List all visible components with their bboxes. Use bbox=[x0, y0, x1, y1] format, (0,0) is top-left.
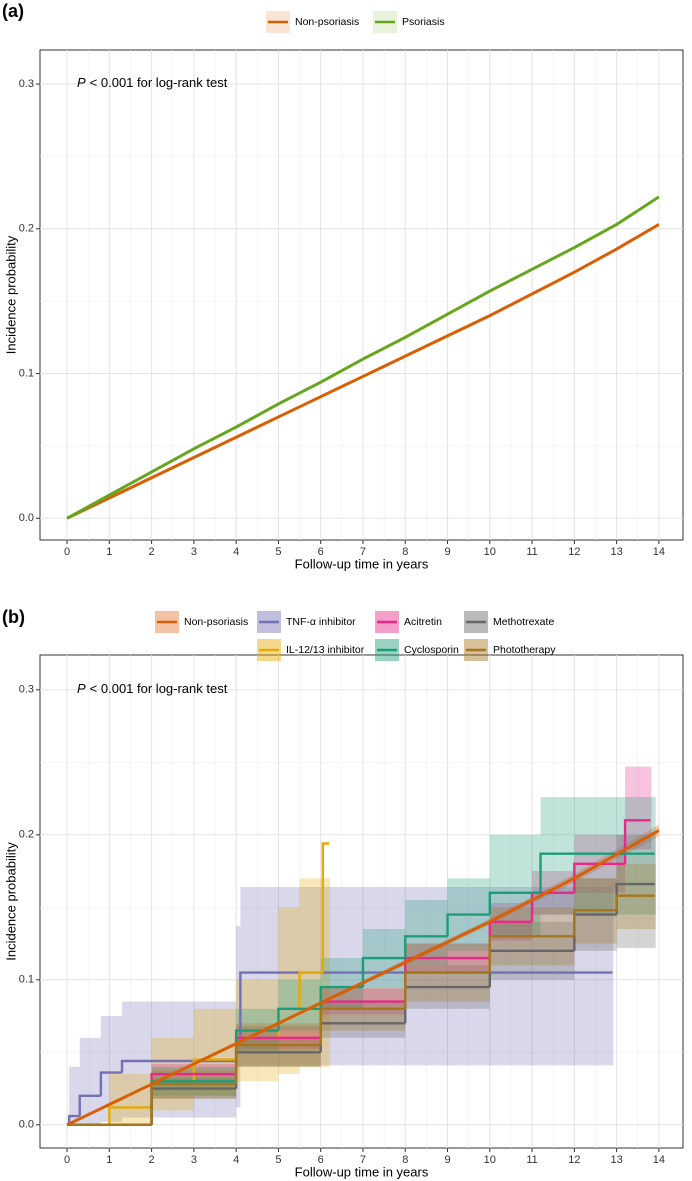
confidence-band bbox=[654, 863, 656, 930]
step-line bbox=[446, 913, 490, 937]
legend-label: Methotrexate bbox=[493, 616, 554, 628]
confidence-band bbox=[650, 766, 652, 850]
confidence-band bbox=[69, 1066, 80, 1125]
x-axis-title: Follow-up time in years bbox=[295, 556, 429, 571]
step-line bbox=[319, 1007, 406, 1046]
plot-area bbox=[39, 49, 684, 541]
annotation-italic: P bbox=[77, 681, 86, 696]
step-line bbox=[615, 894, 655, 911]
legend-label: Acitretin bbox=[404, 616, 442, 628]
confidence-band bbox=[236, 926, 241, 1108]
line bbox=[66, 195, 660, 520]
x-tick-label: 7 bbox=[360, 1154, 366, 1166]
x-tick-label: 14 bbox=[653, 1154, 665, 1166]
step-line bbox=[99, 1071, 123, 1096]
legend-label: Phototherapy bbox=[493, 644, 556, 656]
plot-area bbox=[39, 654, 684, 1149]
x-tick-label: 2 bbox=[149, 1154, 155, 1166]
panel: (a)0 1 2 3 4 5 6 7 8 9 10 11 12 13 140.00.10.20.3Follo… bbox=[2, 1, 684, 571]
legend-label: Psoriasis bbox=[402, 16, 445, 28]
x-tick-label: 13 bbox=[611, 546, 623, 558]
x-tick-label: 1 bbox=[106, 1154, 112, 1166]
step-line bbox=[108, 1106, 152, 1125]
x-tick-label: 10 bbox=[484, 1154, 496, 1166]
x-tick-label: 9 bbox=[444, 1154, 450, 1166]
panel: (b)0 1 2 3 4 5 6 7 8 9 10 11 12 13 140.00.10.20.3Follo… bbox=[2, 607, 684, 1179]
annotation-text: < 0.001 for log-rank test bbox=[90, 75, 228, 90]
x-tick-label: 13 bbox=[611, 1154, 623, 1166]
x-tick-label: 5 bbox=[275, 1154, 281, 1166]
x-tick-label: 3 bbox=[191, 546, 197, 558]
x-tick-label: 3 bbox=[191, 1154, 197, 1166]
x-tick-label: 10 bbox=[484, 546, 496, 558]
annotation: P < 0.001 for log-rank test bbox=[77, 681, 228, 696]
line bbox=[66, 829, 660, 1127]
legend-label: TNF-α inhibitor bbox=[286, 616, 356, 628]
annotation: P < 0.001 for log-rank test bbox=[77, 75, 228, 90]
line bbox=[66, 223, 660, 520]
y-axis-title: Incidence probability bbox=[3, 842, 18, 961]
legend-label: IL-12/13 inhibitor bbox=[286, 644, 365, 656]
step-line bbox=[298, 971, 323, 1009]
step-line bbox=[404, 971, 490, 1009]
y-tick-label: 0.0 bbox=[19, 1119, 34, 1131]
confidence-band bbox=[405, 900, 448, 966]
annotation-italic: P bbox=[77, 75, 86, 90]
confidence-band bbox=[100, 1016, 123, 1122]
step-line bbox=[321, 842, 330, 973]
annotation-text: < 0.001 for log-rank test bbox=[90, 681, 228, 696]
x-tick-label: 4 bbox=[233, 1154, 239, 1166]
step-line bbox=[404, 935, 448, 959]
x-tick-label: 14 bbox=[653, 546, 665, 558]
step-line bbox=[488, 935, 575, 973]
x-tick-label: 0 bbox=[64, 1154, 70, 1166]
confidence-band bbox=[278, 907, 300, 1075]
confidence-band bbox=[79, 1037, 101, 1125]
confidence-band bbox=[654, 797, 656, 915]
confidence-band bbox=[320, 1001, 406, 1038]
x-tick-label: 0 bbox=[64, 546, 70, 558]
legend-label: Non-psoriasis bbox=[295, 16, 359, 28]
y-tick-label: 0.3 bbox=[19, 78, 34, 90]
x-tick-label: 11 bbox=[526, 546, 537, 558]
x-tick-label: 7 bbox=[360, 546, 366, 558]
x-tick-label: 8 bbox=[402, 546, 408, 558]
y-tick-label: 0.0 bbox=[19, 512, 34, 524]
confidence-band bbox=[240, 887, 613, 1066]
panel-label: (a) bbox=[2, 1, 24, 21]
x-tick-label: 6 bbox=[318, 1154, 324, 1166]
x-tick-label: 8 bbox=[402, 1154, 408, 1166]
x-tick-label: 1 bbox=[106, 546, 112, 558]
x-tick-label: 9 bbox=[444, 546, 450, 558]
x-tick-label: 2 bbox=[149, 546, 155, 558]
confidence-band bbox=[109, 1074, 152, 1125]
step-line bbox=[361, 956, 406, 988]
step-line bbox=[573, 862, 626, 893]
confidence-band bbox=[654, 834, 656, 948]
x-axis-title: Follow-up time in years bbox=[295, 1164, 429, 1179]
step-line bbox=[67, 1114, 80, 1125]
panel-label: (b) bbox=[2, 607, 25, 627]
x-tick-label: 6 bbox=[318, 546, 324, 558]
x-tick-label: 12 bbox=[568, 546, 580, 558]
y-axis-title: Incidence probability bbox=[3, 235, 18, 354]
x-tick-label: 5 bbox=[275, 546, 281, 558]
confidence-band bbox=[625, 766, 651, 850]
legend-label: Cyclosporin bbox=[404, 644, 459, 656]
step-line bbox=[573, 909, 617, 937]
step-line bbox=[78, 1094, 101, 1117]
legend-label: Non-psoriasis bbox=[184, 616, 248, 628]
x-tick-label: 11 bbox=[526, 1154, 537, 1166]
step-line bbox=[488, 891, 541, 915]
x-tick-label: 4 bbox=[233, 546, 239, 558]
confidence-band bbox=[612, 887, 614, 1066]
y-tick-label: 0.2 bbox=[19, 223, 34, 235]
x-tick-label: 12 bbox=[568, 1154, 580, 1166]
y-tick-label: 0.2 bbox=[19, 829, 34, 841]
y-tick-label: 0.3 bbox=[19, 684, 34, 696]
y-tick-label: 0.1 bbox=[19, 974, 34, 986]
y-tick-label: 0.1 bbox=[19, 367, 34, 379]
